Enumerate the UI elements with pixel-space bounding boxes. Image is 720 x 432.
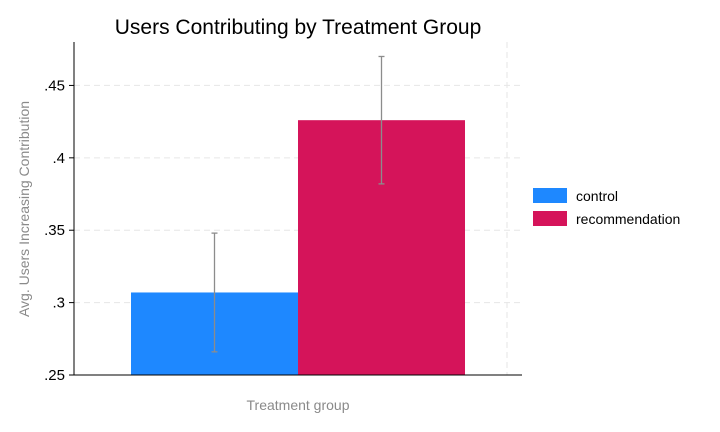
y-tick-label: .3 bbox=[52, 295, 65, 312]
y-tick-label: .35 bbox=[44, 222, 65, 239]
y-tick-label: .25 bbox=[44, 367, 65, 384]
legend-label-control: control bbox=[576, 188, 618, 204]
y-axis-title: Avg. Users Increasing Contribution bbox=[16, 101, 32, 317]
x-axis-title: Treatment group bbox=[247, 397, 350, 413]
legend-label-recommendation: recommendation bbox=[576, 211, 680, 227]
bars bbox=[131, 120, 465, 375]
chart-title: Users Contributing by Treatment Group bbox=[115, 16, 482, 39]
legend-swatch-control bbox=[533, 188, 567, 203]
legend-swatch-recommendation bbox=[533, 211, 567, 226]
y-tick-label: .45 bbox=[44, 77, 65, 94]
legend: control recommendation bbox=[533, 188, 680, 227]
y-tick-label: .4 bbox=[52, 150, 65, 167]
error-bars bbox=[211, 55, 385, 353]
axes: .25 .3 .35 .4 .45 bbox=[44, 42, 522, 384]
